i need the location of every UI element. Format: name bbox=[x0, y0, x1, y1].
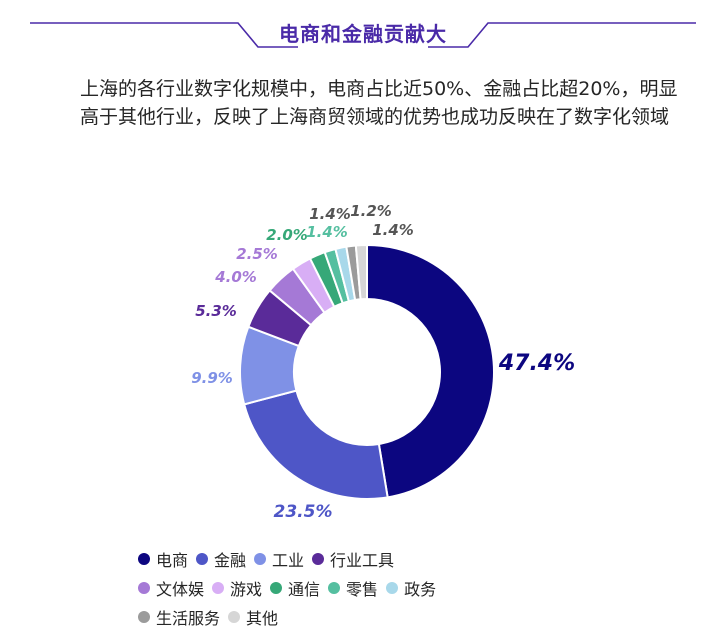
legend-label: 文体娱 bbox=[156, 580, 205, 599]
banner-line-right bbox=[428, 22, 696, 48]
data-label-6: 2.5% bbox=[236, 245, 278, 263]
legend-row-3: 生活服务 其他 bbox=[138, 605, 286, 629]
legend-item: 政务 bbox=[386, 576, 436, 600]
legend-item: 行业工具 bbox=[312, 547, 394, 571]
legend-label: 政务 bbox=[404, 580, 437, 599]
legend-swatch bbox=[196, 553, 209, 565]
data-label-11: 1.4% bbox=[372, 221, 414, 239]
legend-label: 生活服务 bbox=[156, 609, 221, 628]
legend-swatch bbox=[212, 582, 225, 594]
legend-label: 工业 bbox=[272, 551, 305, 570]
data-label-7: 2.0% bbox=[266, 226, 308, 244]
data-label-9: 1.4% bbox=[309, 205, 351, 223]
legend-label: 行业工具 bbox=[330, 551, 395, 570]
data-label-1: 47.4% bbox=[498, 351, 575, 376]
legend-swatch bbox=[386, 582, 399, 594]
legend-item: 通信 bbox=[270, 576, 320, 600]
banner-line-left bbox=[30, 22, 298, 48]
legend-swatch bbox=[270, 582, 283, 594]
legend-label: 通信 bbox=[288, 580, 321, 599]
slice-1 bbox=[366, 243, 495, 499]
data-label-8: 1.4% bbox=[306, 223, 348, 241]
legend-item: 金融 bbox=[196, 547, 246, 571]
slice-11 bbox=[354, 243, 368, 301]
legend-label: 游戏 bbox=[230, 580, 263, 599]
data-label-2: 23.5% bbox=[274, 502, 333, 522]
data-label-5: 4.0% bbox=[214, 268, 257, 286]
legend-swatch bbox=[138, 582, 150, 594]
legend-item: 生活服务 bbox=[138, 605, 220, 629]
legend-label: 零售 bbox=[346, 580, 379, 599]
legend-item: 其他 bbox=[228, 605, 278, 629]
banner-title: 电商和金融贡献大 bbox=[279, 22, 447, 46]
legend-label: 电商 bbox=[156, 551, 189, 570]
legend-swatch bbox=[138, 611, 150, 623]
intro-paragraph: 上海的各行业数字化规模中，电商占比近50%、金融占比超20%，明显高于其他行业，… bbox=[80, 78, 678, 128]
data-label-10: 1.2% bbox=[350, 202, 392, 220]
legend-item: 游戏 bbox=[212, 576, 262, 600]
legend-row-2: 文体娱 游戏 通信 零售 政务 bbox=[138, 576, 444, 600]
data-label-4: 5.3% bbox=[195, 302, 237, 320]
legend-item: 零售 bbox=[328, 576, 378, 600]
legend-swatch bbox=[254, 553, 267, 565]
legend-swatch bbox=[228, 611, 241, 623]
legend-item: 文体娱 bbox=[138, 576, 204, 600]
legend-swatch bbox=[312, 553, 325, 565]
legend-item: 电商 bbox=[138, 547, 188, 571]
slice-2 bbox=[242, 389, 389, 500]
banner-frame bbox=[30, 22, 696, 48]
legend-row-1: 电商 金融 工业 行业工具 bbox=[138, 547, 402, 571]
data-label-3: 9.9% bbox=[191, 369, 233, 387]
legend-swatch bbox=[138, 553, 150, 565]
legend-item: 工业 bbox=[254, 547, 304, 571]
legend-label: 其他 bbox=[246, 609, 279, 628]
legend-label: 金融 bbox=[214, 551, 247, 570]
legend-swatch bbox=[328, 582, 341, 594]
